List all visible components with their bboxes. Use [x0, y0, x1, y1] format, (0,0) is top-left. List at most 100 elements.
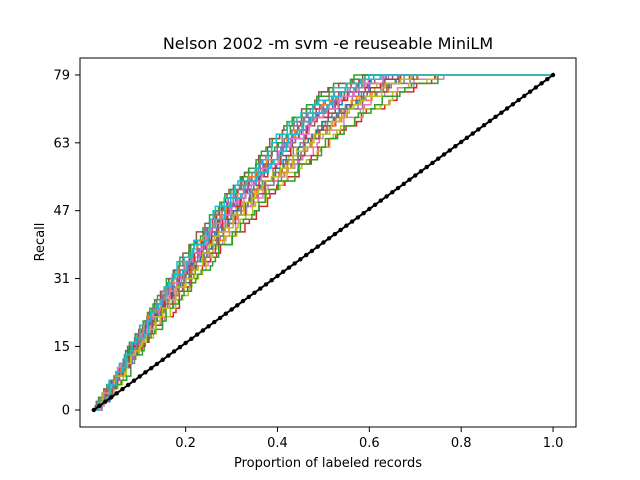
baseline-point	[315, 244, 320, 249]
recall-curve-run-29	[93, 74, 553, 411]
baseline-point	[166, 353, 171, 358]
baseline-point	[229, 307, 234, 312]
baseline-point	[372, 202, 378, 207]
baseline-point	[436, 156, 441, 161]
baseline-point	[177, 345, 183, 350]
baseline-point	[114, 391, 119, 396]
baseline-point	[395, 185, 401, 191]
baseline-point	[258, 286, 263, 291]
baseline-point	[217, 315, 223, 321]
baseline-point	[269, 278, 274, 283]
x-tick-label-0: 0.2	[175, 436, 196, 451]
y-axis-label: Recall	[33, 223, 48, 262]
baseline-point	[97, 403, 102, 408]
baseline-point	[246, 294, 251, 300]
baseline-point	[361, 211, 366, 216]
baseline-point	[510, 102, 516, 107]
y-tick-label-1: 15	[53, 340, 70, 355]
y-tick-label-0: 0	[62, 404, 70, 419]
baseline-point	[286, 265, 292, 270]
baseline-point	[304, 252, 309, 258]
baseline-point	[298, 257, 303, 262]
baseline-point	[344, 223, 349, 228]
x-axis-ticks: 0.2 0.4 0.6 0.8 1.0	[175, 427, 563, 451]
baseline-point	[103, 399, 108, 404]
baseline-point	[131, 378, 137, 383]
baseline-point	[326, 236, 332, 241]
baseline-point	[275, 273, 280, 279]
baseline-point	[235, 303, 240, 308]
baseline-point	[189, 336, 194, 341]
baseline-point	[447, 148, 452, 153]
baseline-point	[441, 152, 447, 157]
baseline-point	[493, 114, 498, 120]
baseline-point	[108, 395, 114, 400]
baseline-point	[459, 139, 464, 145]
plot-area-frame	[79, 57, 577, 428]
baseline-point	[516, 97, 521, 103]
baseline-point	[143, 370, 148, 375]
baseline-point	[527, 89, 533, 94]
baseline-point	[367, 206, 372, 212]
baseline-point	[355, 215, 361, 220]
x-tick-label-4: 1.0	[543, 436, 564, 451]
baseline-point	[240, 298, 246, 304]
baseline-point	[223, 311, 228, 316]
baseline-point	[252, 290, 257, 295]
baseline-point	[338, 227, 343, 233]
baseline-point	[539, 81, 544, 86]
baseline-point	[424, 164, 429, 170]
chart-title: Nelson 2002 -m svm -e reuseable MiniLM	[163, 34, 493, 53]
baseline-point	[533, 85, 538, 90]
y-tick-label-4: 63	[53, 136, 70, 151]
baseline-point	[206, 324, 211, 329]
baseline-point	[470, 131, 475, 136]
baseline-point	[430, 160, 435, 166]
baseline-point	[263, 282, 269, 287]
random-baseline	[91, 72, 556, 413]
x-axis-label: Proportion of labeled records	[234, 456, 422, 471]
baseline-point	[522, 93, 527, 99]
baseline-point	[171, 349, 177, 354]
y-tick-label-3: 47	[53, 204, 70, 219]
x-tick-label-1: 0.4	[267, 436, 288, 451]
baseline-point	[413, 173, 418, 178]
baseline-point	[91, 407, 97, 413]
baseline-point	[194, 332, 200, 337]
baseline-point	[292, 261, 297, 266]
baseline-point	[321, 240, 326, 245]
y-axis-ticks: 0 15 31 47 63 79	[53, 68, 80, 419]
baseline-point	[504, 106, 510, 111]
x-tick-label-3: 0.8	[451, 436, 472, 451]
baseline-point	[464, 135, 470, 140]
baseline-point	[453, 144, 458, 149]
baseline-point	[476, 127, 481, 132]
baseline-point	[407, 177, 412, 182]
baseline-point	[481, 123, 487, 128]
baseline-point	[378, 198, 383, 203]
baseline-point	[212, 319, 217, 325]
baseline-point	[281, 269, 286, 274]
baseline-point	[418, 169, 424, 174]
baseline-point	[384, 194, 389, 199]
baseline-point	[120, 386, 125, 392]
baseline-point	[332, 231, 338, 237]
baseline-point	[137, 374, 142, 379]
baseline-point	[309, 248, 315, 254]
baseline-point	[550, 72, 556, 78]
baseline-point	[160, 357, 165, 362]
baseline-point	[349, 219, 355, 224]
baseline-point	[487, 118, 493, 124]
y-tick-label-2: 31	[53, 272, 70, 287]
baseline-point	[390, 190, 395, 195]
plot-lines	[93, 74, 553, 411]
baseline-point	[499, 110, 504, 115]
baseline-point	[545, 77, 550, 82]
baseline-point	[200, 328, 206, 333]
recall-curve-run-23	[93, 74, 553, 411]
recall-curve-run-30	[93, 74, 553, 411]
baseline-point	[183, 340, 188, 346]
baseline-point	[154, 361, 160, 367]
x-tick-label-2: 0.6	[359, 436, 380, 451]
